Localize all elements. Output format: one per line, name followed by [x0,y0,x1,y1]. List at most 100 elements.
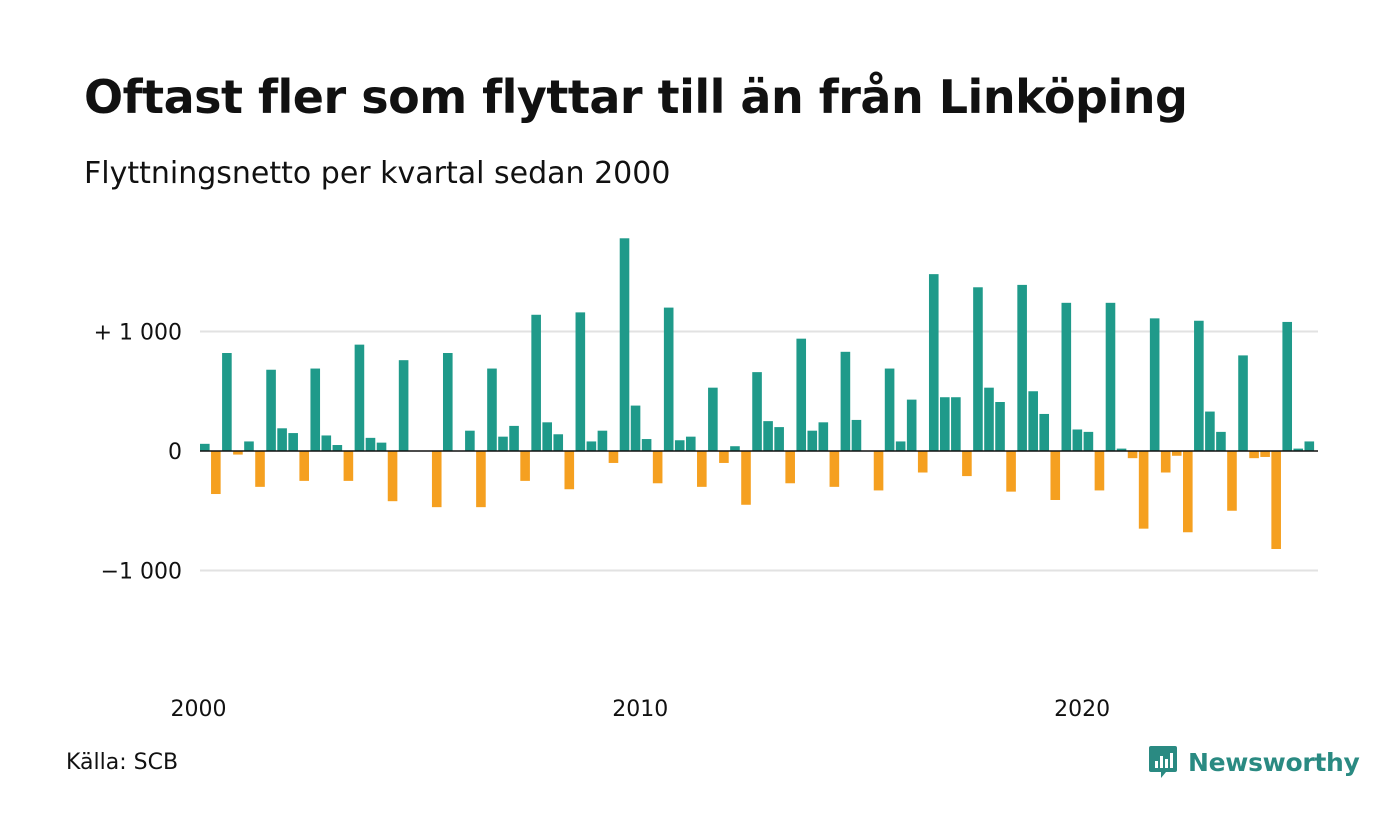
x-tick-label: 2000 [171,697,227,722]
bar [928,274,939,451]
bar [940,397,950,451]
bar [354,344,365,451]
bar [741,451,751,505]
bar [222,353,232,451]
bar [255,451,265,487]
bar [332,445,343,451]
bar [343,451,354,481]
bar [1028,391,1038,451]
brand-chat-icon [1149,746,1177,778]
bar [1072,429,1083,451]
bar [200,443,210,451]
bar [630,405,641,451]
bar [387,451,398,502]
chart-title: Oftast fler som flyttar till än från Lin… [84,70,1188,124]
bar [829,451,840,487]
bar [1216,431,1226,451]
bar [1116,448,1127,451]
bar [553,434,564,451]
bar [851,419,862,451]
chart-subtitle: Flyttningsnetto per kvartal sedan 2000 [84,156,671,191]
bar [376,442,387,451]
bar [995,402,1005,451]
bar [575,312,586,451]
bar [873,451,884,491]
bar [906,399,917,451]
bar [641,439,652,451]
bar [685,436,696,451]
newsworthy-logo: Newsworthy [1148,744,1360,780]
y-tick-label: + 1 000 [94,321,182,346]
bar [763,421,773,452]
bar [730,446,740,451]
bar [796,338,807,451]
bar [520,451,530,481]
bar [1260,451,1270,457]
bar [818,422,829,451]
bar [951,397,961,451]
bar [1050,451,1061,500]
bar [465,430,475,451]
bar [785,451,795,484]
bar [586,441,597,451]
bar [619,238,630,451]
bar [542,422,552,451]
bar [840,351,851,451]
bar [917,451,928,473]
bars [200,238,1315,549]
bar [398,360,409,451]
gridlines [200,330,1318,572]
bar [288,433,298,451]
bar [697,451,707,487]
y-axis-labels: + 1 000 0 −1 000 [94,321,182,585]
bar [807,430,818,451]
bar [1171,451,1182,456]
bar [1304,441,1315,451]
bar [476,451,486,508]
bar [1271,451,1281,549]
bar [597,430,608,451]
bar [310,368,321,451]
bar [1127,451,1138,459]
bar [233,451,243,455]
source-note: Källa: SCB [66,750,179,775]
bar [299,451,309,481]
bar [277,428,287,451]
x-tick-label: 2010 [612,697,668,722]
bar [244,441,254,451]
x-axis-labels: 2000 2010 2020 [171,697,1111,722]
bar [895,441,906,451]
bar [1160,451,1171,473]
bar [608,451,619,463]
y-tick-label: 0 [168,440,182,465]
bar [442,353,453,451]
bar [431,451,442,508]
bar [674,440,685,451]
bar-chart: + 1 000 0 −1 000 2000 2010 2020 [94,238,1318,722]
bar [663,307,674,451]
bar [1194,320,1204,451]
bar [487,368,497,451]
bar [1017,284,1027,451]
bar [1183,451,1193,533]
bar [1105,302,1116,451]
bar [321,435,332,451]
bar [266,369,276,451]
bar [1149,318,1160,451]
bar [1061,302,1072,451]
bar [498,436,508,451]
bar [365,437,376,451]
y-tick-label: −1 000 [101,560,182,585]
bar [531,314,541,451]
bar [1282,321,1293,451]
bar [1205,411,1215,451]
bar [1039,413,1050,451]
bar [211,451,221,495]
bar [752,372,762,451]
bar [1249,451,1259,459]
bar [509,425,519,451]
bar [708,387,718,452]
bar [652,451,663,484]
bar [973,287,983,451]
bar [719,451,729,463]
